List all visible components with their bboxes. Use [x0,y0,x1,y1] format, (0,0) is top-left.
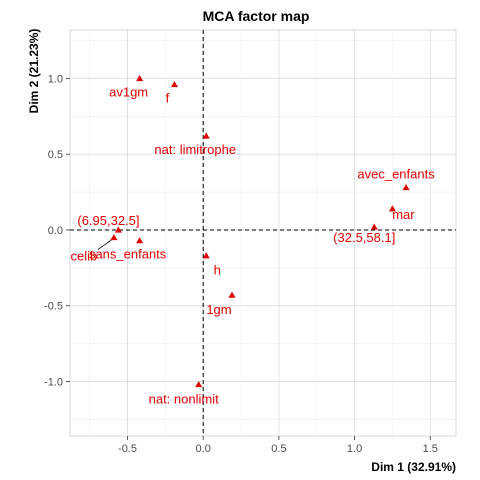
point-label: h [214,263,221,278]
x-tick-label: 1.5 [423,443,438,455]
y-tick-label: -0.5 [44,301,63,313]
y-axis-ticks: -1.0 -0.5 0.0 0.5 1.0 [44,73,70,388]
grid-lines [70,30,456,436]
label-leader-line [97,239,113,250]
point-label: mar [392,207,415,222]
data-point [388,205,396,212]
data-point [136,237,144,244]
data-point [402,184,410,191]
point-label: (32.5,58.1] [333,230,395,245]
point-label: avec_enfants [357,167,435,182]
point-label: sans_enfants [89,247,167,262]
data-point [202,132,210,139]
x-tick-label: 0.0 [196,443,211,455]
point-label: av1gm [109,84,148,99]
data-point [110,234,118,241]
point-label: (6.95,32.5] [77,213,139,228]
point-label: 1gm [206,302,231,317]
chart-title: MCA factor map [203,8,310,24]
x-tick-label: 0.5 [271,443,286,455]
point-label: nat: nonlimit [149,391,219,406]
data-point [202,252,210,259]
data-points [110,74,410,388]
point-label: f [166,91,170,106]
y-tick-label: -1.0 [44,376,63,388]
plot-panel [69,29,457,437]
data-point [170,81,178,88]
y-tick-label: 0.0 [48,225,63,237]
data-point [195,380,203,388]
label-leader-lines [97,239,113,250]
data-point [228,291,236,298]
y-axis-title: Dim 2 (21.23%) [27,29,41,114]
reference-lines [70,30,456,436]
x-axis-ticks: -0.5 0.0 0.5 1.0 1.5 [118,436,438,455]
data-point [114,226,122,233]
x-tick-label: 1.0 [347,443,362,455]
point-label: celib [71,249,98,264]
y-tick-label: 1.0 [48,73,63,85]
x-axis-title: Dim 1 (32.91%) [371,460,456,474]
point-label: nat: limitrophe [154,142,236,157]
data-point [136,74,144,82]
x-tick-label: -0.5 [118,443,137,455]
data-point [370,223,378,230]
y-tick-label: 0.5 [48,149,63,161]
